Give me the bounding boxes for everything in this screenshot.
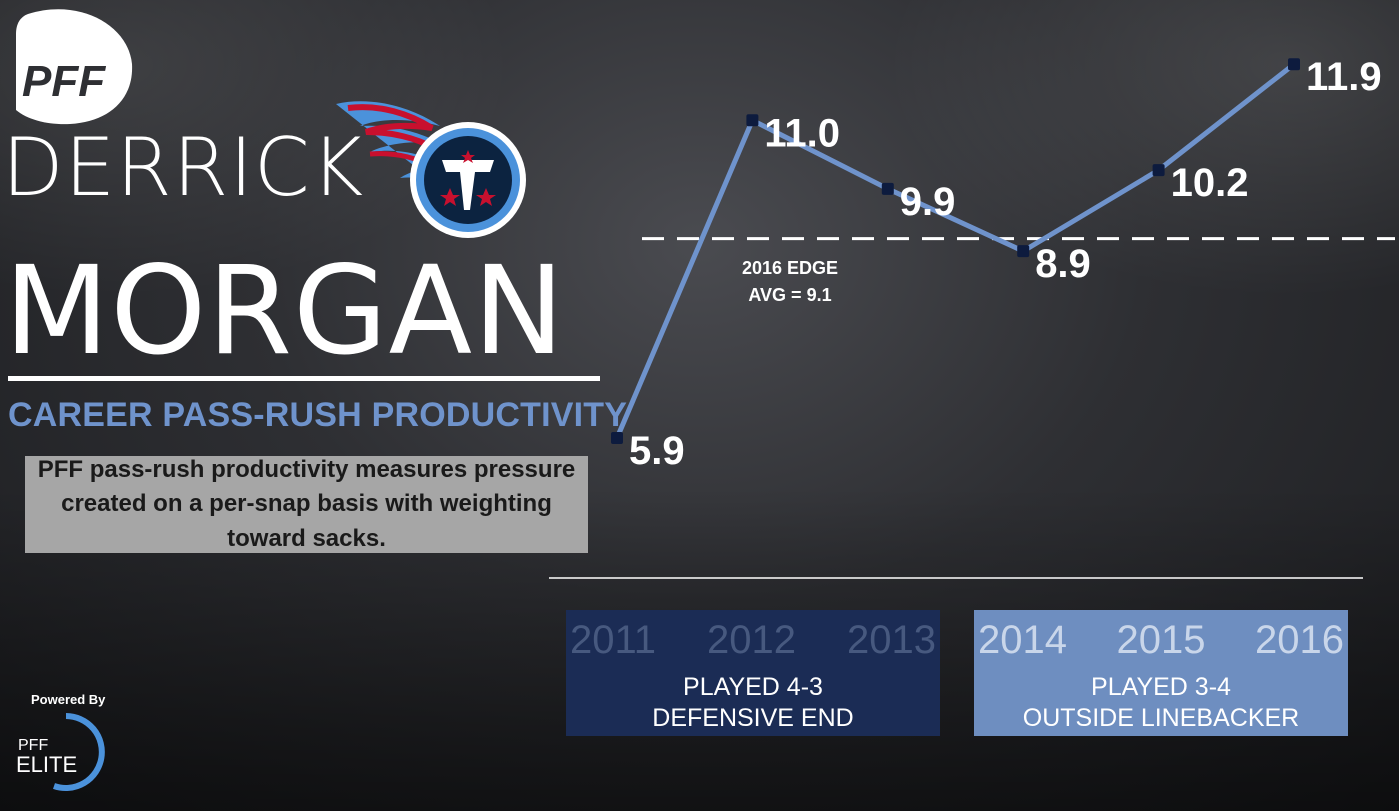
chart-subtitle: CAREER PASS-RUSH PRODUCTIVITY <box>8 396 628 434</box>
year-label: 2014 <box>978 618 1067 662</box>
powered-by-label: Powered By <box>31 692 106 707</box>
data-value-label: 9.9 <box>900 180 956 224</box>
scheme-line2: OUTSIDE LINEBACKER <box>1022 703 1300 732</box>
player-first-name: DERRICK <box>2 121 365 214</box>
pff-elite-logo-icon: PFF ELITE <box>16 713 105 791</box>
data-point-marker <box>881 182 894 195</box>
data-point-marker <box>1152 164 1165 177</box>
data-point-marker <box>1288 58 1300 71</box>
data-point-marker <box>1017 245 1030 258</box>
pff-football-logo-icon: PFF <box>16 9 133 125</box>
reference-label-line1: 2016 EDGE <box>742 258 838 278</box>
data-point-marker <box>611 432 623 445</box>
description-text: PFF pass-rush productivity measures pres… <box>37 456 576 552</box>
year-label: 2012 <box>707 618 796 662</box>
data-value-label: 8.9 <box>1035 242 1091 286</box>
data-point-marker <box>746 114 759 127</box>
description-box: PFF pass-rush productivity measures pres… <box>25 456 588 553</box>
elite-pff-text: PFF <box>18 737 48 754</box>
data-value-label: 11.9 <box>1306 55 1382 99</box>
data-value-label: 10.2 <box>1171 161 1249 205</box>
scheme-line1: PLAYED 4-3 <box>683 673 823 701</box>
titans-logo-icon <box>336 101 526 238</box>
player-last-name: MORGAN <box>4 240 566 382</box>
svg-text:PFF: PFF <box>22 57 106 106</box>
scheme-box-43: 2011 2012 2013 PLAYED 4-3 DEFENSIVE END <box>566 610 940 736</box>
elite-label-text: ELITE <box>16 752 77 777</box>
year-label: 2013 <box>847 618 936 662</box>
series-line <box>614 62 1296 440</box>
year-label: 2011 <box>570 618 657 662</box>
year-label: 2016 <box>1255 618 1344 662</box>
title-divider <box>8 376 600 381</box>
scheme-line2: DEFENSIVE END <box>652 703 854 732</box>
scheme-line1: PLAYED 3-4 <box>1091 673 1231 701</box>
year-label: 2015 <box>1116 618 1206 662</box>
reference-label-line2: AVG = 9.1 <box>748 285 831 305</box>
data-value-label: 11.0 <box>764 111 840 155</box>
data-value-label: 5.9 <box>629 429 685 473</box>
scheme-box-34: 2014 2015 2016 PLAYED 3-4 OUTSIDE LINEBA… <box>974 610 1348 736</box>
